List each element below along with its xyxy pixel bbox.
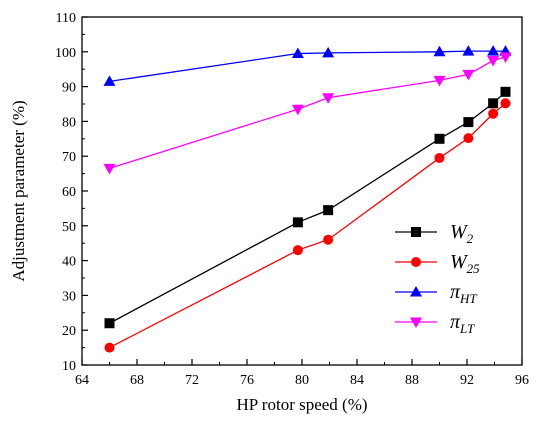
data-point: [323, 205, 334, 216]
y-axis: 10 20 30 40 50 60 70 80 90 100 110: [55, 11, 88, 374]
data-point: [292, 217, 303, 228]
series-1: [104, 86, 511, 329]
series-2: [104, 98, 511, 353]
data-point: [291, 104, 304, 116]
y-tick-label: 40: [62, 255, 76, 270]
series-layer: [103, 45, 512, 353]
series-3: [103, 45, 512, 86]
x-tick-label: 64: [75, 373, 89, 388]
x-axis: 64 68 72 76 80 84 88 92 96: [75, 359, 529, 388]
x-tick-label: 68: [130, 373, 144, 388]
y-tick-label: 70: [62, 150, 76, 165]
data-point: [462, 69, 475, 81]
x-tick-label: 88: [405, 373, 419, 388]
data-point: [323, 234, 334, 245]
legend-marker: [410, 317, 422, 328]
data-point: [487, 56, 500, 67]
x-tick-label: 92: [460, 373, 474, 388]
x-tick-label: 84: [350, 373, 364, 388]
data-point: [487, 45, 500, 56]
legend-marker: [411, 257, 421, 267]
y-tick-label: 100: [55, 46, 76, 61]
legend-entry: W25: [395, 251, 480, 276]
data-point: [499, 52, 512, 64]
data-point: [488, 108, 499, 119]
data-point: [434, 152, 445, 163]
x-tick-label: 80: [295, 373, 309, 388]
legend-marker: [411, 227, 421, 237]
data-point: [291, 47, 304, 59]
data-point: [292, 245, 303, 256]
legend-label: W25: [450, 251, 480, 276]
data-point: [433, 45, 446, 57]
data-point: [103, 75, 116, 86]
legend-entry: W2: [395, 221, 474, 246]
legend-label: W2: [450, 221, 474, 246]
data-point: [500, 86, 511, 97]
legend-label: πLT: [450, 311, 475, 336]
series-4: [103, 52, 512, 175]
series-line: [109, 56, 506, 170]
legend: W2 W25 πHT πLT: [395, 221, 480, 336]
y-tick-label: 20: [62, 324, 76, 339]
y-tick-label: 80: [62, 115, 76, 130]
series-line: [109, 50, 506, 83]
data-point: [103, 163, 116, 175]
data-point: [104, 342, 115, 353]
y-tick-label: 90: [62, 81, 76, 96]
data-point: [104, 318, 115, 329]
data-point: [434, 133, 445, 144]
x-tick-label: 76: [240, 373, 254, 388]
legend-entry: πLT: [395, 311, 475, 336]
legend-marker: [410, 286, 422, 297]
y-tick-label: 10: [62, 359, 76, 374]
y-tick-label: 110: [56, 11, 76, 26]
data-point: [322, 46, 335, 58]
y-axis-label: Adjustment parameter (%): [9, 100, 28, 281]
data-point: [463, 133, 474, 144]
series-line: [109, 91, 506, 324]
y-tick-label: 30: [62, 289, 76, 304]
y-tick-label: 60: [62, 185, 76, 200]
y-tick-label: 50: [62, 220, 76, 235]
data-point: [322, 93, 335, 104]
data-point: [500, 98, 511, 109]
data-point: [433, 75, 446, 87]
legend-entry: πHT: [395, 281, 477, 306]
data-point: [463, 117, 474, 128]
legend-label: πHT: [450, 281, 477, 306]
x-tick-label: 96: [515, 373, 529, 388]
data-point: [462, 45, 475, 56]
x-tick-label: 72: [185, 373, 199, 388]
series-line: [109, 102, 506, 349]
data-point: [488, 98, 499, 109]
x-axis-label: HP rotor speed (%): [236, 395, 367, 414]
